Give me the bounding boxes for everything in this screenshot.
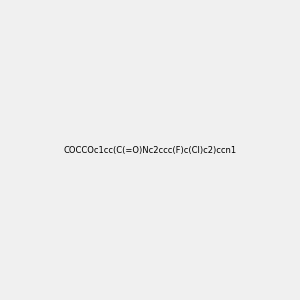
Text: COCCOc1cc(C(=O)Nc2ccc(F)c(Cl)c2)ccn1: COCCOc1cc(C(=O)Nc2ccc(F)c(Cl)c2)ccn1 [63, 146, 237, 154]
